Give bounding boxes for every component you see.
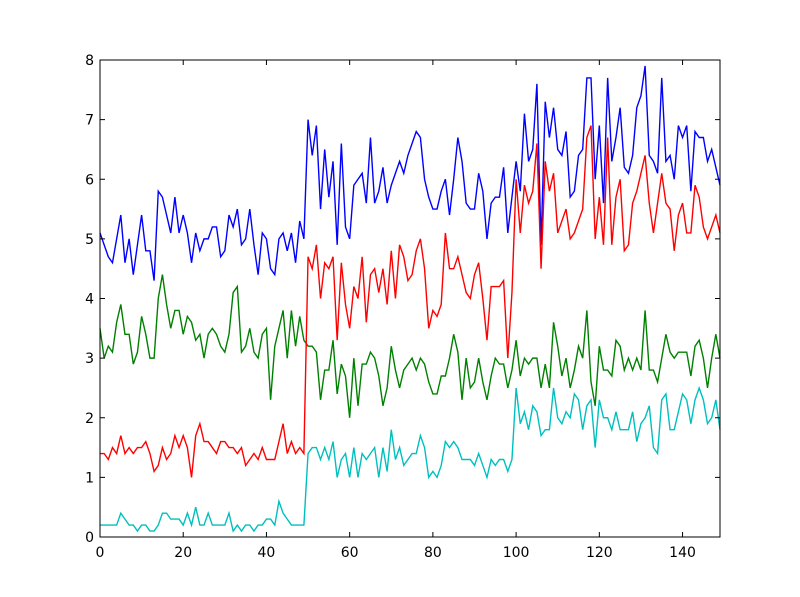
y-tick-label: 6: [85, 172, 94, 188]
series-line-1: [99, 65, 721, 281]
y-tick-label: 2: [85, 411, 94, 427]
y-tick-label: 3: [85, 351, 94, 367]
series-layer: [99, 65, 721, 533]
y-tick-label: 1: [85, 470, 94, 486]
x-tick-label: 0: [96, 545, 105, 561]
series-line-4: [100, 385, 721, 533]
x-tick-label: 20: [174, 545, 192, 561]
y-tick-label: 7: [85, 113, 94, 129]
x-tick-label: 140: [669, 545, 696, 561]
series-line-2: [99, 274, 721, 418]
y-tick-label: 4: [85, 292, 94, 308]
series-line-3: [100, 125, 721, 478]
y-tick-label: 0: [85, 530, 94, 546]
x-tick-label: 60: [341, 545, 359, 561]
y-tick-label: 8: [85, 53, 94, 69]
y-tick-label: 5: [85, 232, 94, 248]
x-tick-label: 100: [503, 545, 530, 561]
x-axis: 0 20 40 60 80 100 120 140: [96, 60, 696, 561]
y-axis: 0 1 2 3 4 5 6 7 8: [85, 53, 720, 546]
x-tick-label: 40: [258, 545, 276, 561]
x-tick-label: 120: [586, 545, 613, 561]
x-tick-label: 80: [424, 545, 442, 561]
